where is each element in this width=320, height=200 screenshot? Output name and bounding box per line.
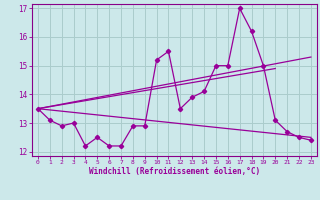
- X-axis label: Windchill (Refroidissement éolien,°C): Windchill (Refroidissement éolien,°C): [89, 167, 260, 176]
